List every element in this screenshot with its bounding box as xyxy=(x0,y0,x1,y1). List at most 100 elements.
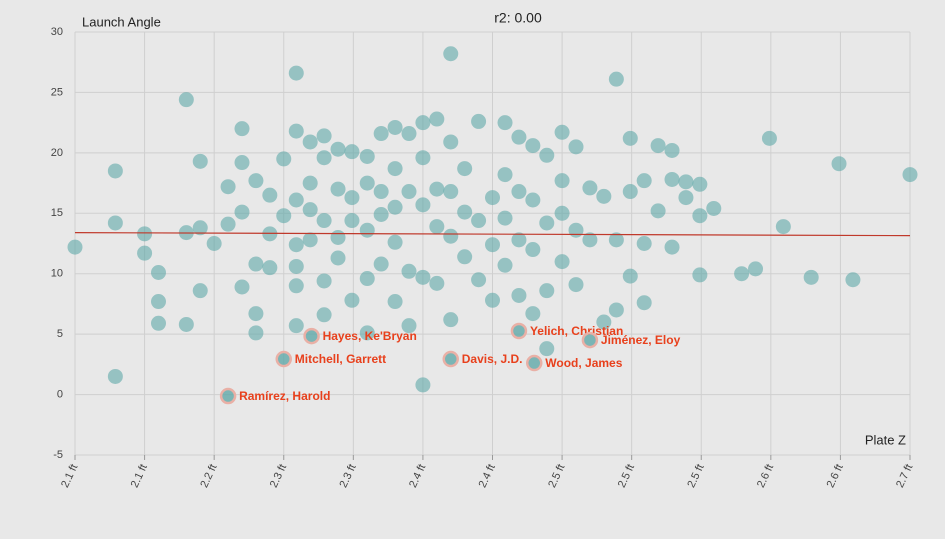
point xyxy=(568,222,584,238)
point xyxy=(178,92,194,108)
point xyxy=(220,179,236,195)
point xyxy=(596,314,612,330)
point xyxy=(330,141,346,157)
point xyxy=(276,208,292,224)
y-tick-label: 0 xyxy=(57,388,63,400)
highlight-label: Davis, J.D. xyxy=(462,352,523,366)
point xyxy=(554,173,570,189)
point xyxy=(429,275,445,291)
point xyxy=(664,239,680,255)
point xyxy=(471,113,487,129)
point xyxy=(302,232,318,248)
point xyxy=(497,210,513,226)
point xyxy=(539,147,555,163)
point xyxy=(387,161,403,177)
point xyxy=(471,213,487,229)
point xyxy=(288,237,304,253)
point xyxy=(443,184,459,200)
point xyxy=(692,267,708,283)
highlight-point xyxy=(442,350,459,368)
point xyxy=(650,203,666,219)
point xyxy=(457,161,473,177)
point xyxy=(568,139,584,155)
trend-line xyxy=(74,232,911,237)
point xyxy=(457,204,473,220)
y-tick-label: 15 xyxy=(51,207,63,219)
point xyxy=(596,188,612,204)
point xyxy=(151,265,166,281)
point xyxy=(330,229,346,245)
point xyxy=(359,148,375,164)
point xyxy=(316,307,332,323)
point xyxy=(650,138,666,154)
point xyxy=(234,155,250,171)
highlight-label: Hayes, Ke'Bryan xyxy=(323,329,417,343)
point xyxy=(359,222,375,238)
point xyxy=(608,302,624,318)
point xyxy=(137,226,153,242)
point xyxy=(288,278,304,294)
point xyxy=(107,215,123,231)
point xyxy=(539,215,555,231)
point xyxy=(511,287,527,303)
point xyxy=(387,119,403,135)
y-axis-label: Launch Angle xyxy=(82,14,161,29)
chart-title: r2: 0.00 xyxy=(494,10,542,26)
point xyxy=(359,271,375,287)
point xyxy=(497,257,513,273)
point xyxy=(525,242,541,258)
point xyxy=(137,245,153,261)
point xyxy=(443,46,459,62)
point xyxy=(248,256,264,272)
point xyxy=(288,192,304,208)
point xyxy=(622,184,638,200)
point xyxy=(316,273,332,289)
point xyxy=(525,138,541,154)
point xyxy=(316,150,332,166)
point xyxy=(373,126,389,142)
point xyxy=(220,216,236,232)
point xyxy=(706,200,722,216)
point xyxy=(401,263,417,279)
y-tick-label: -5 xyxy=(53,449,63,461)
point xyxy=(497,167,513,183)
point xyxy=(636,236,652,251)
point xyxy=(678,174,694,190)
point xyxy=(302,134,318,150)
point xyxy=(192,153,208,169)
point xyxy=(554,254,570,270)
point xyxy=(761,130,777,146)
point xyxy=(485,237,500,253)
point xyxy=(582,232,598,248)
point xyxy=(234,121,250,137)
point xyxy=(471,272,487,288)
point xyxy=(401,318,417,334)
point xyxy=(288,258,304,274)
point xyxy=(415,197,431,213)
point xyxy=(288,123,304,139)
point xyxy=(288,318,304,334)
point xyxy=(664,171,680,187)
point xyxy=(151,294,166,310)
point xyxy=(373,256,389,272)
point xyxy=(429,111,445,127)
point xyxy=(248,306,264,322)
point xyxy=(387,294,403,310)
point xyxy=(511,184,527,200)
point xyxy=(568,277,584,293)
highlight-label: Yelich, Christian xyxy=(530,324,623,338)
point xyxy=(831,156,847,172)
point xyxy=(429,219,445,235)
point xyxy=(248,173,264,189)
point xyxy=(415,377,431,393)
point xyxy=(359,175,375,191)
point xyxy=(373,206,389,222)
point xyxy=(234,279,250,295)
point xyxy=(178,316,194,332)
highlight-point xyxy=(581,331,599,349)
point xyxy=(443,228,459,244)
point xyxy=(692,208,708,224)
point xyxy=(554,205,570,221)
